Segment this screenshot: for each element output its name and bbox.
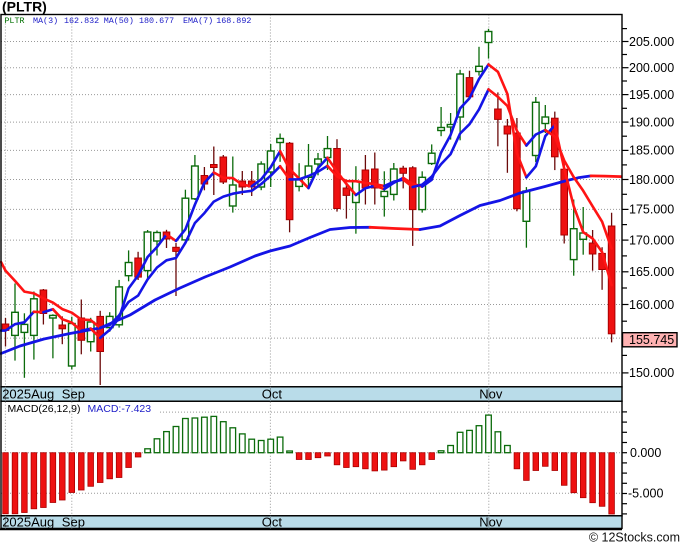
svg-text:200.000: 200.000: [629, 61, 674, 75]
svg-text:Oct: Oct: [262, 515, 283, 530]
svg-text:MA(50): MA(50): [104, 16, 134, 26]
svg-text:160.000: 160.000: [629, 298, 674, 312]
svg-text:© 12Stocks.com: © 12Stocks.com: [589, 531, 680, 545]
svg-text:168.892: 168.892: [216, 16, 251, 26]
svg-text:Oct: Oct: [262, 387, 283, 402]
svg-text:(PLTR): (PLTR): [2, 0, 47, 15]
svg-text:2025Aug: 2025Aug: [2, 515, 54, 530]
svg-text:190.000: 190.000: [629, 115, 674, 129]
svg-text:PLTR: PLTR: [4, 16, 24, 26]
svg-text:185.000: 185.000: [629, 144, 674, 158]
svg-text:205.000: 205.000: [629, 35, 674, 49]
svg-text:150.000: 150.000: [629, 366, 674, 380]
svg-text:EMA(7): EMA(7): [183, 16, 213, 26]
svg-text:Nov: Nov: [479, 515, 503, 530]
svg-text:170.000: 170.000: [629, 233, 674, 247]
svg-text:-5.000: -5.000: [628, 487, 663, 501]
svg-text:Sep: Sep: [62, 515, 85, 530]
svg-text:MA(3): MA(3): [33, 16, 58, 26]
svg-text:180.677: 180.677: [139, 16, 174, 26]
svg-text:0.000: 0.000: [630, 446, 661, 460]
svg-text:Sep: Sep: [62, 387, 85, 402]
svg-text:195.000: 195.000: [629, 88, 674, 102]
svg-text:165.000: 165.000: [629, 265, 674, 279]
svg-text:MACD:-7.423: MACD:-7.423: [88, 403, 152, 415]
svg-text:2025Aug: 2025Aug: [2, 387, 54, 402]
svg-text:Nov: Nov: [479, 387, 503, 402]
svg-text:155.745: 155.745: [629, 333, 674, 347]
svg-text:180.000: 180.000: [629, 173, 674, 187]
svg-text:162.832: 162.832: [64, 16, 99, 26]
svg-text:MACD(26,12,9): MACD(26,12,9): [8, 403, 81, 415]
svg-text:175.000: 175.000: [629, 203, 674, 217]
